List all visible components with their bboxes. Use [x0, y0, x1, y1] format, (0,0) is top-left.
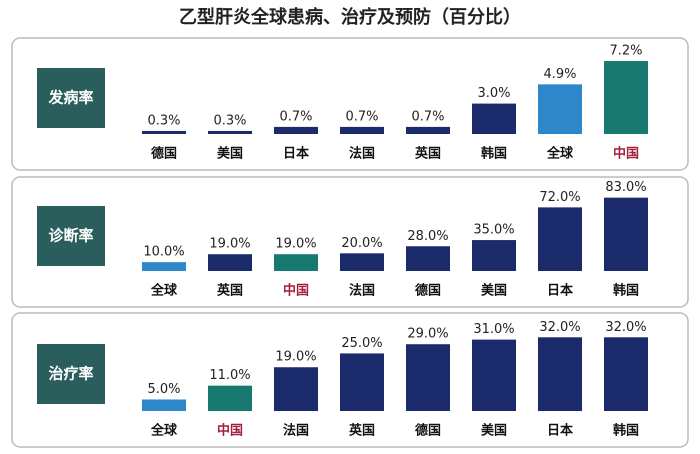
panel-label: 治疗率	[48, 365, 93, 383]
value-label: 35.0%	[473, 223, 514, 238]
value-label: 4.9%	[543, 67, 576, 82]
bar	[142, 399, 186, 411]
category-label: 日本	[547, 423, 573, 439]
bar	[604, 61, 648, 134]
category-label: 德国	[415, 423, 441, 439]
category-label: 全球	[546, 146, 574, 162]
category-label: 全球	[150, 423, 178, 439]
category-label: 韩国	[613, 283, 639, 299]
value-label: 5.0%	[147, 382, 180, 397]
bar	[604, 197, 648, 271]
bar	[142, 262, 186, 271]
bar	[340, 126, 384, 134]
chart-title: 乙型肝炎全球患病、治疗及预防（百分比）	[179, 6, 521, 28]
category-label: 美国	[481, 283, 507, 299]
panel-label: 发病率	[47, 89, 93, 107]
bar	[406, 344, 450, 411]
category-label: 全球	[150, 283, 178, 299]
bar	[274, 254, 318, 271]
panel-frame	[11, 312, 689, 448]
panel-label-box	[37, 206, 105, 266]
bar	[208, 385, 252, 411]
panel-label-box	[37, 344, 105, 404]
value-label: 0.3%	[147, 113, 180, 128]
category-label: 中国	[613, 146, 639, 162]
value-label: 32.0%	[539, 320, 580, 335]
category-label: 法国	[349, 283, 375, 299]
category-label: 中国	[283, 283, 309, 299]
bar	[142, 130, 186, 134]
category-label: 美国	[217, 146, 243, 162]
category-label: 法国	[283, 423, 309, 439]
category-label: 英国	[348, 423, 375, 439]
value-label: 0.3%	[213, 113, 246, 128]
bar	[274, 367, 318, 411]
bar	[208, 254, 252, 271]
bar	[472, 240, 516, 271]
category-label: 德国	[151, 146, 177, 162]
value-label: 32.0%	[605, 320, 646, 335]
category-label: 日本	[283, 146, 309, 162]
category-label: 韩国	[613, 423, 639, 439]
category-label: 法国	[349, 146, 375, 162]
category-label: 韩国	[481, 146, 507, 162]
value-label: 7.2%	[609, 44, 642, 59]
value-label: 19.0%	[209, 237, 250, 252]
value-label: 19.0%	[275, 237, 316, 252]
category-label: 美国	[481, 423, 507, 439]
value-label: 11.0%	[209, 368, 250, 383]
category-label: 英国	[414, 146, 441, 162]
value-label: 28.0%	[407, 229, 448, 244]
bar	[406, 126, 450, 134]
category-label: 德国	[415, 283, 441, 299]
value-label: 83.0%	[605, 180, 646, 195]
category-label: 日本	[547, 283, 573, 299]
bar	[274, 126, 318, 134]
bar	[538, 84, 582, 134]
value-label: 3.0%	[477, 86, 510, 101]
value-label: 19.0%	[275, 350, 316, 365]
category-label: 中国	[217, 423, 243, 439]
bar	[538, 337, 582, 411]
bar	[406, 246, 450, 271]
panel-frame	[11, 176, 689, 308]
bar	[340, 353, 384, 411]
panel-label-box	[37, 68, 105, 128]
panel-frame	[11, 37, 689, 171]
bar	[340, 253, 384, 271]
panel-label: 诊断率	[48, 227, 93, 245]
value-label: 0.7%	[279, 109, 312, 124]
value-label: 29.0%	[407, 327, 448, 342]
bar	[472, 339, 516, 411]
value-label: 31.0%	[473, 322, 514, 337]
value-label: 72.0%	[539, 190, 580, 205]
value-label: 25.0%	[341, 336, 382, 351]
value-label: 0.7%	[345, 109, 378, 124]
value-label: 0.7%	[411, 109, 444, 124]
value-label: 10.0%	[143, 245, 184, 260]
bar	[208, 130, 252, 134]
bar	[538, 207, 582, 271]
bar	[472, 103, 516, 134]
value-label: 20.0%	[341, 236, 382, 251]
category-label: 英国	[216, 283, 243, 299]
bar	[604, 337, 648, 411]
